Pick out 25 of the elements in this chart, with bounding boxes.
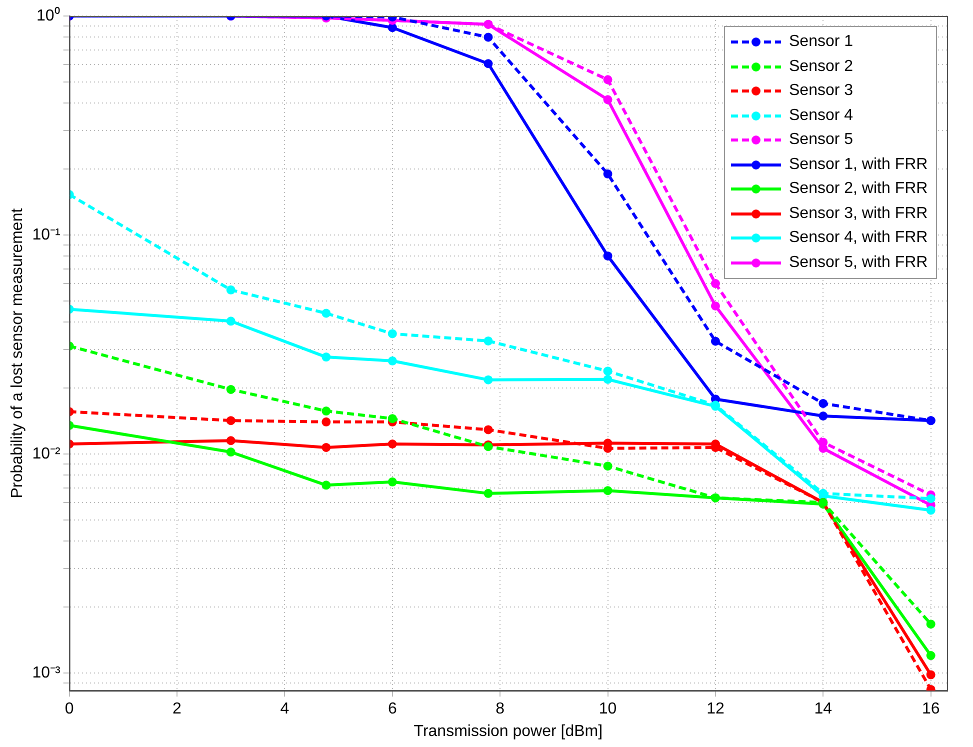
legend-label: Sensor 1 — [789, 33, 854, 52]
legend-label: Sensor 1, with FRR — [789, 156, 928, 174]
legend-label: Sensor 5, with FRR — [789, 254, 928, 272]
x-tick-label: 4 — [280, 700, 290, 718]
legend-label: Sensor 3 — [789, 82, 854, 100]
x-axis-title: Transmission power [dBm] — [414, 722, 603, 740]
x-tick-label: 0 — [64, 700, 74, 718]
legend-label: Sensor 5 — [789, 131, 854, 150]
x-tick-label: 16 — [922, 700, 940, 718]
legend-label: Sensor 4, with FRR — [789, 229, 928, 248]
x-tick-label: 6 — [388, 700, 397, 718]
legend-label: Sensor 3, with FRR — [789, 204, 928, 223]
y-tick-label: 10⁻¹ — [32, 226, 60, 244]
y-tick-label: 10⁻² — [32, 445, 61, 462]
y-tick-label: 10⁻³ — [32, 664, 61, 682]
x-tick-label: 8 — [496, 700, 505, 718]
x-tick-label: 2 — [172, 700, 182, 718]
y-axis-title: Probability of a lost sensor measurement — [9, 208, 26, 498]
legend-label: Sensor 2 — [789, 58, 854, 76]
legend-label: Sensor 4 — [789, 106, 854, 125]
y-tick-label: 10⁰ — [36, 6, 60, 24]
x-tick-label: 12 — [706, 700, 724, 718]
x-tick-label: 10 — [598, 700, 617, 718]
x-tick-label: 14 — [814, 700, 832, 718]
legend-label: Sensor 2, with FRR — [789, 180, 928, 198]
